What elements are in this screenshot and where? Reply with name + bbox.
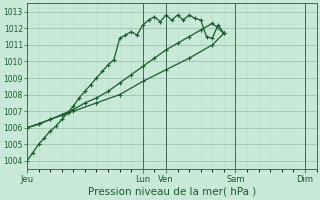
X-axis label: Pression niveau de la mer( hPa ): Pression niveau de la mer( hPa ): [88, 187, 256, 197]
